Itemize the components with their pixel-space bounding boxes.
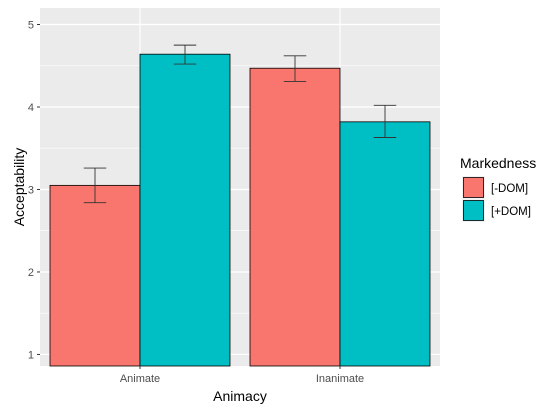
y-axis: 1 2 3 4 5 bbox=[28, 19, 40, 361]
bar bbox=[139, 53, 231, 367]
x-axis: Animate Inanimate bbox=[120, 366, 364, 385]
x-axis-title: Animacy bbox=[213, 388, 267, 404]
legend-title: Markedness bbox=[460, 155, 536, 171]
bar bbox=[49, 184, 141, 367]
bars bbox=[49, 53, 431, 367]
y-axis-title: Acceptability bbox=[11, 148, 27, 227]
y-tick-label: 2 bbox=[28, 267, 34, 279]
y-tick-label: 5 bbox=[28, 19, 34, 31]
y-tick-label: 4 bbox=[28, 102, 34, 114]
legend-swatch bbox=[463, 177, 484, 198]
legend-label: [-DOM] bbox=[491, 183, 528, 195]
y-tick-label: 3 bbox=[28, 184, 34, 196]
error-bars bbox=[83, 44, 397, 204]
x-tick-label: Inanimate bbox=[316, 373, 364, 385]
legend-label: [+DOM] bbox=[491, 206, 531, 218]
bar bbox=[249, 67, 341, 367]
y-tick-label: 1 bbox=[28, 349, 34, 361]
x-tick-label: Animate bbox=[120, 373, 160, 385]
bar bbox=[339, 121, 431, 367]
legend-swatch bbox=[463, 200, 484, 221]
legend: Markedness [-DOM] [+DOM] bbox=[460, 155, 536, 222]
